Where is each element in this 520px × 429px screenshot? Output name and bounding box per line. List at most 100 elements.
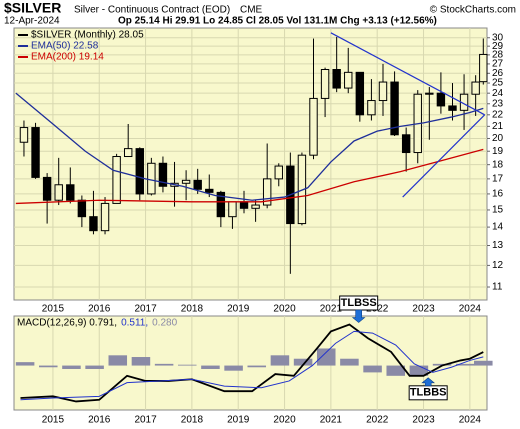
y-tick-label: 19 xyxy=(492,146,504,157)
candle-body xyxy=(216,191,226,218)
candle-body xyxy=(320,69,330,99)
candle-body xyxy=(332,69,341,89)
candle-body xyxy=(239,201,249,209)
candle-body xyxy=(123,148,133,158)
y-tick-label: 13 xyxy=(492,240,504,251)
x-tick-label: 2018 xyxy=(181,415,204,426)
histogram-bar xyxy=(386,365,406,376)
y-tick-label: 14 xyxy=(492,222,504,233)
y-tick-label: 18 xyxy=(492,159,504,170)
y-tick-label: 15 xyxy=(492,205,504,216)
y-tick-label: 30 xyxy=(492,32,504,43)
y-tick-label: 21 xyxy=(492,121,504,132)
candle-body xyxy=(158,162,168,187)
histogram-bar xyxy=(85,365,104,369)
histogram-bar xyxy=(131,357,151,366)
legend-label: 0.280 xyxy=(152,318,177,329)
legend-label: 0.511, xyxy=(121,318,148,329)
symbol: $SILVER xyxy=(4,0,61,16)
candle-body xyxy=(401,134,411,154)
histogram-bar xyxy=(201,365,220,369)
candle-body xyxy=(77,199,87,218)
histogram-bar xyxy=(39,365,58,368)
histogram-bar xyxy=(270,355,290,366)
x-tick-label: 2023 xyxy=(412,415,435,426)
candle-body xyxy=(436,92,446,107)
candle-body xyxy=(390,81,399,136)
x-tick-label: 2015 xyxy=(42,415,65,426)
annotation-arrow xyxy=(351,309,366,323)
legend-label: EMA(200) 19.14 xyxy=(31,52,104,63)
legend-label: MACD(12,26,9) 0.791, xyxy=(17,318,117,329)
candle-body xyxy=(205,188,214,193)
legend-label: $SILVER (Monthly) 28.05 xyxy=(31,30,144,41)
candle-body xyxy=(274,165,283,180)
legend-label: EMA(50) 22.58 xyxy=(31,41,99,52)
y-tick-label: 27 xyxy=(492,59,504,70)
candle-body xyxy=(89,216,98,232)
x-tick-label: 2020 xyxy=(273,304,296,315)
candle-body xyxy=(479,53,488,83)
candle-body xyxy=(228,201,237,218)
macd-line xyxy=(20,330,484,401)
histogram-bar xyxy=(247,365,267,368)
candle-body xyxy=(355,71,365,116)
candle-body xyxy=(425,92,434,95)
y-tick-label: 20 xyxy=(492,133,504,144)
x-tick-label: 2017 xyxy=(134,415,157,426)
trendline xyxy=(330,32,485,116)
candle-body xyxy=(251,204,260,209)
histogram-bar xyxy=(15,362,35,366)
candle-body xyxy=(42,176,52,201)
x-tick-label: 2021 xyxy=(320,415,343,426)
plot-area xyxy=(13,27,488,301)
candle-body xyxy=(31,127,40,178)
y-tick-label: 17 xyxy=(492,174,504,185)
y-tick-label: 26 xyxy=(492,68,504,79)
y-tick-label: 29 xyxy=(492,41,504,52)
x-tick-label: 2015 xyxy=(42,304,65,315)
x-tick-label: 2020 xyxy=(273,415,296,426)
histogram-bar xyxy=(363,365,382,373)
exchange: CME xyxy=(240,5,263,16)
candle-body xyxy=(367,100,376,116)
y-tick-label: 16 xyxy=(492,189,504,200)
candle-body xyxy=(54,184,63,201)
candle-body xyxy=(135,148,144,195)
macd-line xyxy=(20,323,484,403)
x-tick-label: 2018 xyxy=(181,304,204,315)
x-tick-label: 2024 xyxy=(459,415,482,426)
histogram-bar xyxy=(316,348,336,366)
y-tick-label: 23 xyxy=(492,98,504,109)
candle-body xyxy=(147,162,156,195)
annotation-arrow xyxy=(421,377,435,387)
y-tick-label: 12 xyxy=(492,260,504,271)
histogram-bar xyxy=(62,365,81,369)
x-tick-label: 2024 xyxy=(459,304,482,315)
histogram-bar xyxy=(224,365,243,371)
candle-body xyxy=(112,156,121,204)
source: © StockCharts.com xyxy=(430,5,516,16)
date: 12-Apr-2024 xyxy=(4,16,60,27)
x-tick-label: 2019 xyxy=(227,415,250,426)
candle-body xyxy=(471,81,480,95)
histogram-bar xyxy=(340,358,359,366)
ema-line xyxy=(15,92,484,201)
candle-body xyxy=(344,71,353,89)
candle-body xyxy=(297,154,307,225)
candle-body xyxy=(100,202,110,232)
y-tick-label: 22 xyxy=(492,109,504,120)
annotation-text: TLBSS xyxy=(341,297,377,309)
x-tick-label: 2016 xyxy=(88,304,111,315)
x-tick-label: 2019 xyxy=(227,304,250,315)
histogram-bar xyxy=(154,363,174,366)
candle-body xyxy=(378,81,388,102)
candle-body xyxy=(181,179,191,184)
candle-body xyxy=(66,184,75,201)
stats: Op 25.14 Hi 29.91 Lo 24.85 Cl 28.05 Vol … xyxy=(118,16,437,27)
histogram-bar xyxy=(474,360,493,366)
histogram-bar xyxy=(108,355,128,366)
y-tick-label: 24 xyxy=(492,88,504,99)
trendline xyxy=(402,114,486,198)
